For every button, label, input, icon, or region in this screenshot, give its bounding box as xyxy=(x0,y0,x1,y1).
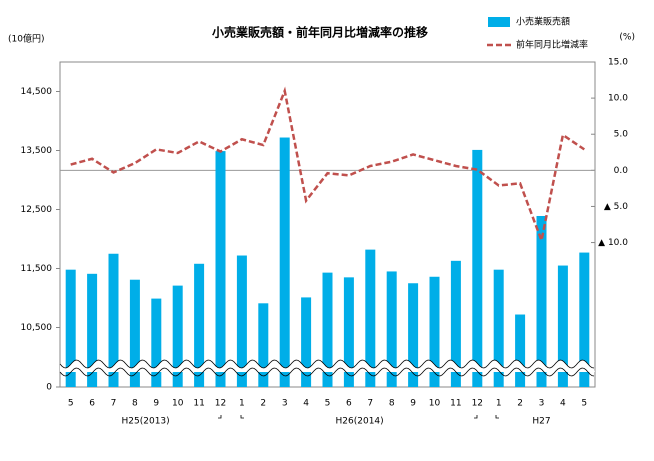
bar xyxy=(515,314,526,387)
bar xyxy=(429,276,440,387)
bar xyxy=(493,269,504,387)
x-group-label: H25(2013) xyxy=(122,417,170,427)
x-tick-label: 12 xyxy=(472,399,483,409)
bar xyxy=(172,285,183,387)
x-tick-label: 11 xyxy=(193,399,204,409)
legend-swatch xyxy=(488,17,510,27)
bar xyxy=(279,137,290,387)
y2-axis-label: (%) xyxy=(619,33,635,43)
x-tick-label: 8 xyxy=(389,399,395,409)
chart-title: 小売業販売額・前年同月比増減率の推移 xyxy=(212,25,428,40)
x-group-label: H27 xyxy=(532,417,550,427)
axis-break-wave xyxy=(59,367,595,377)
bar xyxy=(301,297,312,387)
y-tick-label: 13,500 xyxy=(21,146,53,156)
bar xyxy=(322,272,333,387)
y2-tick-label: 15.0 xyxy=(608,58,628,68)
x-tick-label: 1 xyxy=(239,399,245,409)
axis-break-wave xyxy=(59,359,595,369)
y2-tick-label: 10.0 xyxy=(608,94,628,104)
bracket-marks xyxy=(218,415,499,419)
bar xyxy=(108,253,119,387)
x-tick-label: 3 xyxy=(539,399,545,409)
x-tick-label: 4 xyxy=(560,399,566,409)
x-group-label: H26(2014) xyxy=(336,417,384,427)
y2-tick-label: ▲ 10.0 xyxy=(598,238,628,248)
y-tick-label: 10,500 xyxy=(21,323,53,333)
y-tick-label: 14,500 xyxy=(21,87,53,97)
bar xyxy=(536,215,547,387)
x-tick-label: 1 xyxy=(496,399,502,409)
x-tick-label: 4 xyxy=(303,399,309,409)
bar xyxy=(450,260,461,387)
x-tick-label: 11 xyxy=(450,399,461,409)
x-tick-label: 8 xyxy=(132,399,138,409)
y-tick-label: 12,500 xyxy=(21,205,53,215)
bar xyxy=(151,298,162,387)
y2-tick-label: ▲ 5.0 xyxy=(604,202,628,212)
y-axis-label: (10億円) xyxy=(8,33,44,45)
x-tick-label: 7 xyxy=(367,399,373,409)
bar xyxy=(65,269,76,387)
line xyxy=(70,86,585,245)
legend-label: 前年同月比増減率 xyxy=(516,39,588,51)
y2-tick-label: 5.0 xyxy=(614,130,629,140)
x-tick-label: 6 xyxy=(89,399,95,409)
y-tick-label: 0 xyxy=(46,383,52,393)
bar xyxy=(236,255,247,387)
x-tick-label: 5 xyxy=(581,399,587,409)
x-tick-label: 10 xyxy=(429,399,441,409)
x-tick-label: 9 xyxy=(153,399,159,409)
bar xyxy=(557,265,568,387)
x-tick-label: 12 xyxy=(215,399,226,409)
axis-break xyxy=(60,360,595,372)
x-tick-label: 7 xyxy=(111,399,117,409)
bar xyxy=(129,279,140,387)
bar xyxy=(472,149,483,387)
bar xyxy=(579,252,590,387)
y-tick-label: 11,500 xyxy=(21,264,53,274)
bar xyxy=(215,151,226,387)
bar xyxy=(408,283,419,387)
bar xyxy=(194,263,205,387)
bar xyxy=(87,273,98,387)
x-tick-label: 2 xyxy=(517,399,523,409)
x-tick-label: 9 xyxy=(410,399,416,409)
x-tick-label: 5 xyxy=(325,399,331,409)
bar xyxy=(258,303,269,387)
bar xyxy=(386,271,397,387)
y2-tick-label: 0.0 xyxy=(614,166,629,176)
legend-label: 小売業販売額 xyxy=(516,16,570,28)
x-tick-label: 6 xyxy=(346,399,352,409)
x-tick-label: 3 xyxy=(282,399,288,409)
x-tick-label: 10 xyxy=(172,399,184,409)
x-tick-label: 5 xyxy=(68,399,74,409)
bar xyxy=(365,249,376,387)
bar xyxy=(343,277,354,387)
x-tick-label: 2 xyxy=(260,399,266,409)
